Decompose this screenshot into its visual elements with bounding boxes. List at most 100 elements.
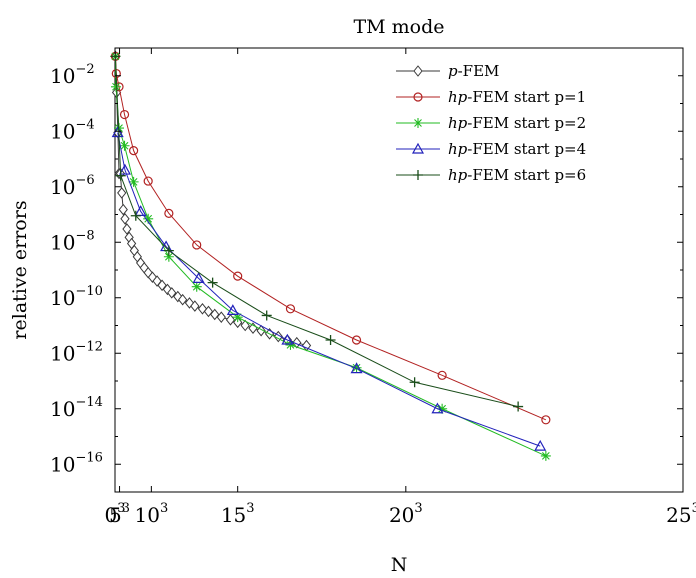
data-point (210, 308, 220, 321)
legend-label-rest: -FEM (458, 62, 500, 80)
y-tick-label: 10−8 (50, 228, 95, 254)
data-point (411, 142, 425, 154)
legend-item: p-FEM (396, 62, 499, 80)
legend-label-rest: -FEM start p=4 (467, 140, 586, 158)
legend-label-rest: -FEM start p=2 (467, 114, 586, 132)
series-line (117, 132, 541, 447)
legend-box (390, 57, 678, 193)
legend-label-italic: p (448, 62, 458, 80)
x-tick-label: 253 (666, 501, 696, 527)
y-tick-label: 10−2 (50, 62, 95, 88)
y-tick-label-base: 10 (50, 230, 75, 254)
y-tick-label-exponent: −4 (75, 117, 94, 132)
data-point (117, 187, 127, 199)
x-tick-label: 103 (134, 501, 168, 527)
data-point (192, 272, 205, 283)
chart-title: TM mode (353, 16, 444, 38)
legend-label-rest: -FEM start p=1 (467, 88, 586, 106)
x-tick-label: 53 (109, 501, 130, 527)
data-point (110, 81, 121, 92)
y-tick-label-base: 10 (50, 452, 75, 476)
data-point (216, 311, 226, 323)
data-point (118, 203, 128, 216)
y-tick-label-exponent: −8 (75, 228, 94, 243)
data-point (534, 439, 547, 451)
y-tick-label-base: 10 (50, 119, 75, 143)
data-point (232, 312, 243, 323)
data-point (413, 65, 423, 77)
data-point (285, 304, 296, 314)
data-point (413, 92, 423, 102)
data-point (203, 305, 214, 318)
legend-label-italic: hp (448, 88, 468, 106)
plot-area (110, 47, 684, 493)
data-point (285, 339, 296, 350)
y-tick-label-base: 10 (50, 64, 75, 88)
x-tick-label: 03 (104, 501, 125, 527)
data-point (111, 126, 124, 138)
legend-label: hp-FEM start p=2 (448, 114, 586, 132)
data-point (122, 223, 132, 235)
y-tick-label-exponent: −2 (75, 62, 94, 77)
x-tick-label-base: 5 (109, 503, 122, 527)
data-point (240, 319, 250, 332)
data-point (143, 176, 153, 186)
x-tick-label-base: 0 (104, 503, 117, 527)
y-tick-label-exponent: −6 (75, 173, 94, 188)
legend-label-rest: -FEM start p=6 (467, 166, 586, 184)
legend-label: p-FEM (448, 62, 499, 80)
data-point (350, 362, 363, 374)
data-point (261, 310, 272, 321)
legend-item: hp-FEM start p=4 (396, 140, 586, 158)
x-tick-label-exponent: 3 (246, 501, 254, 516)
data-point (129, 146, 139, 156)
data-point (226, 304, 239, 316)
data-point (281, 333, 294, 345)
x-tick-label-base: 10 (134, 503, 159, 527)
data-point (437, 370, 447, 380)
legend-label: hp-FEM start p=6 (448, 166, 586, 184)
data-point (207, 277, 218, 288)
data-point (409, 377, 420, 388)
x-tick-label-exponent: 3 (117, 501, 125, 516)
y-tick-label-exponent: −12 (75, 339, 102, 354)
data-point (163, 245, 174, 256)
data-point (413, 170, 423, 180)
data-point (163, 251, 174, 262)
data-point (325, 335, 336, 346)
data-point (118, 163, 132, 175)
data-point (437, 403, 448, 414)
legend-label-italic: hp (448, 166, 468, 184)
y-tick-label: 10−10 (50, 284, 103, 310)
x-tick-label-exponent: 3 (414, 501, 422, 516)
data-point (541, 415, 551, 425)
data-point (143, 213, 154, 224)
legend-label: hp-FEM start p=1 (448, 88, 586, 106)
legend-label: hp-FEM start p=4 (448, 140, 586, 158)
data-point (190, 300, 200, 312)
x-tick-label-base: 20 (389, 503, 414, 527)
x-tick-label-base: 25 (666, 503, 691, 527)
y-tick-label-base: 10 (50, 286, 75, 310)
y-axis-label: relative errors (9, 200, 31, 339)
data-point (120, 212, 130, 225)
data-point (191, 281, 202, 292)
data-point (119, 140, 130, 151)
data-point (192, 240, 202, 250)
data-point (119, 109, 130, 120)
data-point (413, 118, 423, 128)
x-tick-label-exponent: 3 (122, 501, 130, 516)
data-point (431, 402, 444, 414)
legend-label-italic: hp (448, 114, 468, 132)
legend-item: hp-FEM start p=6 (396, 166, 586, 184)
series-5 (110, 51, 524, 412)
x-axis-label: N (391, 554, 408, 576)
data-point (178, 293, 188, 306)
data-point (167, 287, 177, 299)
y-tick-label-exponent: −14 (75, 395, 102, 410)
data-point (351, 335, 362, 345)
